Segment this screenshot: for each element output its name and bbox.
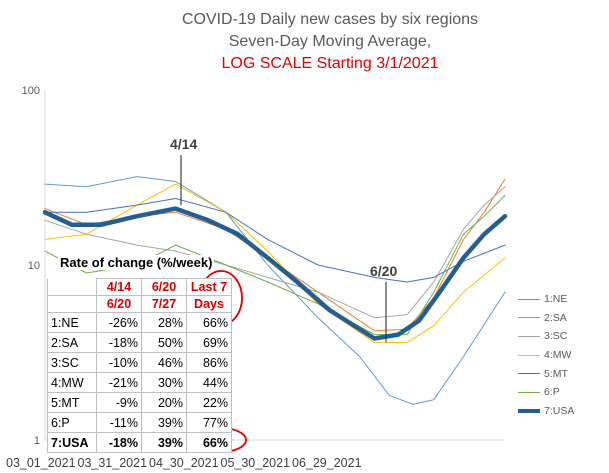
table-header-cell: 6/20 [96, 295, 142, 313]
x-tick-label: 03_31_2021 [78, 456, 148, 470]
region-cell: 7:USA [47, 432, 97, 453]
table-header-cell: 7/27 [141, 295, 187, 313]
legend-label: 3:SC [544, 330, 568, 343]
chart-title-line2: Seven-Day Moving Average, [228, 33, 432, 50]
rate-cell: -10% [96, 352, 142, 373]
legend-label: 1:NE [544, 293, 568, 306]
legend-swatch [518, 335, 540, 337]
x-tick-label: 03_01_2021 [6, 456, 76, 470]
rate-table-title: Rate of change (%/week) [58, 255, 215, 270]
rate-cell: 69% [186, 332, 232, 353]
rate-cell: -26% [96, 312, 142, 333]
legend-swatch [518, 391, 540, 393]
region-cell: 4:MW [47, 372, 97, 393]
y-tick-label: 100 [22, 85, 40, 97]
rate-cell: 39% [141, 432, 187, 453]
rate-cell: -9% [96, 392, 142, 413]
series-layer [42, 176, 508, 405]
rate-cell: 77% [186, 412, 232, 433]
annotation-4-14: 4/14 [170, 136, 197, 152]
rate-cell: 20% [141, 392, 187, 413]
table-row: 2:SA -18% 50% 69% [47, 332, 232, 353]
rate-cell: 22% [186, 392, 232, 413]
legend-swatch [518, 373, 540, 375]
legend-item-sa: 2:SA [518, 309, 606, 328]
table-row: 5:MT -9% 20% 22% [47, 392, 232, 413]
rate-cell: -21% [96, 372, 142, 393]
legend-label: 2:SA [544, 311, 567, 324]
rate-cell: 66% [186, 312, 232, 333]
table-header-cell: 4/14 [96, 278, 142, 296]
legend-label: 7:USA [544, 404, 575, 417]
series-line-sc [44, 186, 506, 319]
chart-title-line1: COVID-19 Daily new cases by six regions [181, 11, 479, 28]
region-cell: 6:P [47, 412, 97, 433]
legend-label: 6:P [544, 386, 560, 399]
legend-label: 4:MW [544, 349, 572, 362]
axes: 1 10 100 03_01_2021 03_31_2021 04_30_2021 05_3… [6, 85, 505, 470]
table-row: 1:NE -26% 28% 66% [47, 312, 232, 333]
table-row: 3:SC -10% 46% 86% [47, 352, 232, 373]
rate-cell: 30% [141, 372, 187, 393]
legend-swatch [518, 408, 540, 413]
table-row: 7:USA -18% 39% 66% [47, 432, 232, 453]
y-tick-label: 10 [28, 260, 40, 272]
legend-item-ne: 1:NE [518, 290, 606, 309]
legend-item-mt: 5:MT [518, 364, 606, 383]
table-header-cell [47, 278, 97, 296]
rate-table: 4/14 6/20 Last 7 6/20 7/27 Days 1:NE -26% 28% 66%… [47, 278, 232, 453]
table-header-cell [47, 295, 97, 313]
series-line-mt [44, 198, 506, 283]
table-header-cell: Last 7 [186, 278, 232, 296]
legend: 1:NE 2:SA 3:SC 4:MW 5:MT 6:P 7:USA [518, 290, 606, 420]
region-cell: 3:SC [47, 352, 97, 373]
table-header-row: 6/20 7/27 Days [47, 295, 232, 313]
legend-item-sc: 3:SC [518, 327, 606, 346]
rate-cell: -11% [96, 412, 142, 433]
series-line-usa [42, 206, 508, 341]
table-header-cell: Days [186, 295, 232, 313]
table-header-row: 4/14 6/20 Last 7 [47, 278, 232, 296]
legend-swatch [518, 298, 540, 300]
region-cell: 1:NE [47, 312, 97, 333]
table-row: 4:MW -21% 30% 44% [47, 372, 232, 393]
rate-cell: -18% [96, 432, 142, 453]
rate-cell: -18% [96, 332, 142, 353]
rate-cell: 44% [186, 372, 232, 393]
series-line-ne [44, 176, 506, 405]
region-cell: 2:SA [47, 332, 97, 353]
x-tick-label: 05_30_2021 [221, 456, 291, 470]
rate-cell: 46% [141, 352, 187, 373]
legend-item-mw: 4:MW [518, 346, 606, 365]
region-cell: 5:MT [47, 392, 97, 413]
rate-cell: 86% [186, 352, 232, 373]
legend-item-usa: 7:USA [518, 402, 606, 421]
rate-cell: 28% [141, 312, 187, 333]
rate-cell: 50% [141, 332, 187, 353]
x-tick-label: 04_30_2021 [149, 456, 219, 470]
legend-swatch [518, 354, 540, 356]
x-tick-label: 06_29_2021 [292, 456, 362, 470]
legend-swatch [518, 317, 540, 319]
legend-label: 5:MT [544, 367, 568, 380]
table-header-cell: 6/20 [141, 278, 187, 296]
table-row: 6:P -11% 39% 77% [47, 412, 232, 433]
rate-cell: 66% [186, 432, 232, 453]
chart-title-line3: LOG SCALE Starting 3/1/2021 [221, 55, 439, 72]
annotation-6-20: 6/20 [370, 263, 397, 279]
y-tick-label: 1 [34, 435, 40, 447]
legend-item-p: 6:P [518, 383, 606, 402]
rate-cell: 39% [141, 412, 187, 433]
